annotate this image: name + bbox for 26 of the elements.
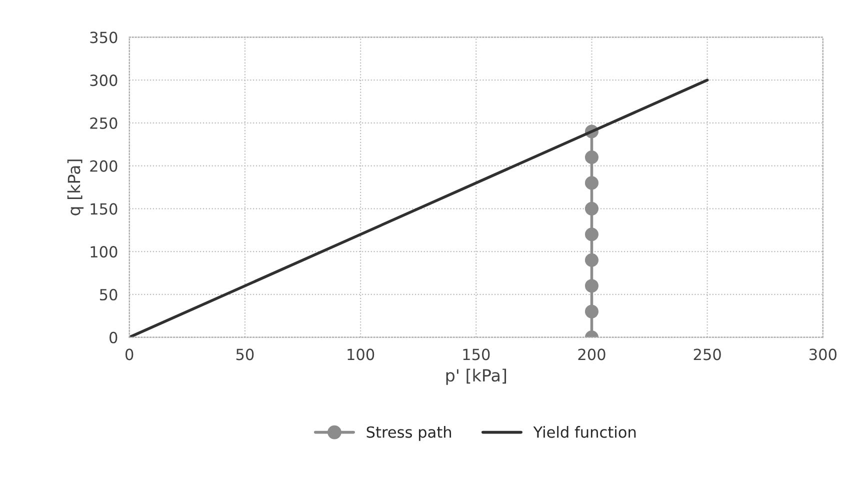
- x-tick-label: 100: [348, 348, 374, 360]
- point: [584, 253, 598, 267]
- x-tick-label: 250: [694, 348, 721, 360]
- legend-label: Yield function: [533, 426, 636, 438]
- point: [584, 228, 598, 242]
- y-tick-label: 300: [90, 74, 118, 86]
- point: [584, 202, 598, 216]
- point: [584, 279, 598, 293]
- y-tick-label: 0: [110, 332, 118, 344]
- y-tick-label: 150: [90, 203, 118, 215]
- x-tick-label: 50: [236, 348, 254, 360]
- point: [584, 150, 598, 164]
- y-axis-title: q [kPa]: [67, 160, 84, 216]
- x-axis-title: p' [kPa]: [446, 368, 506, 385]
- point: [584, 304, 598, 318]
- legend-label: Stress path: [366, 426, 452, 441]
- x-tick-label: 300: [810, 348, 836, 360]
- point: [584, 176, 598, 190]
- x-tick-label: 200: [578, 348, 606, 360]
- y-tick-label: 100: [90, 246, 118, 258]
- y-tick-label: 50: [100, 288, 118, 300]
- y-tick-label: 350: [90, 32, 118, 44]
- x-tick-label: 150: [463, 348, 490, 360]
- y-tick-label: 250: [90, 117, 118, 129]
- x-tick-label: 0: [126, 348, 134, 360]
- y-tick-label: 200: [90, 160, 118, 172]
